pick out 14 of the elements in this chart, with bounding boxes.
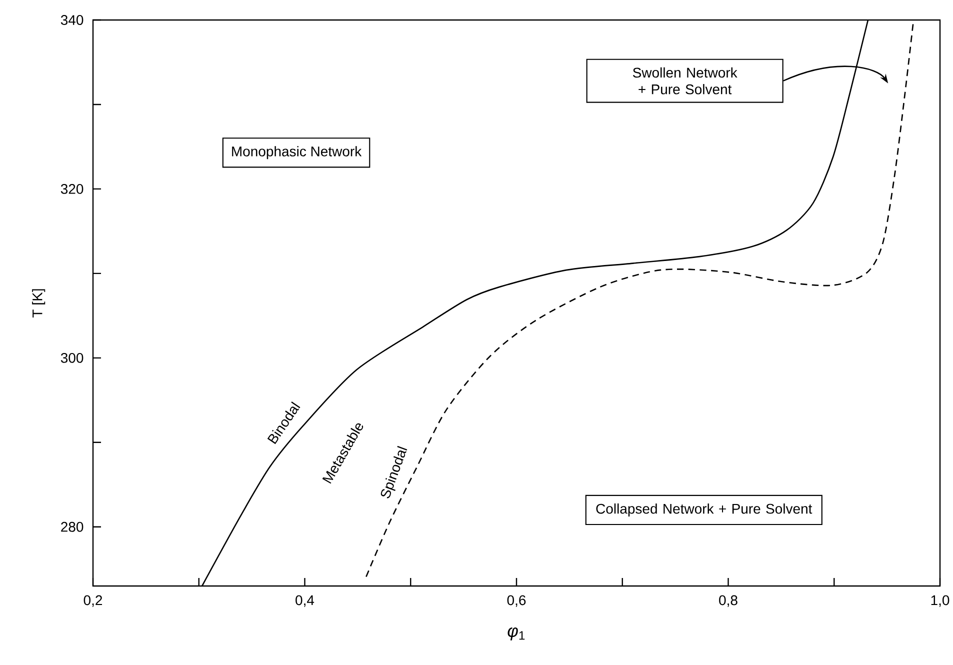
- x-axis-title: φ$_{1}$: [508, 627, 525, 640]
- x-tick-label: 0,6: [507, 595, 526, 607]
- y-tick-label: 280: [61, 522, 84, 532]
- y-axis-title: T [K]: [32, 289, 46, 318]
- annotation: Collapsed Network + Pure Solvent: [596, 503, 812, 516]
- x-tick-label: 1,0: [931, 595, 950, 607]
- y-tick-label: 300: [60, 352, 84, 363]
- y-tick-label: 340: [60, 15, 84, 25]
- y-tick-label: 320: [60, 184, 84, 194]
- x-tick-label: 0,4: [296, 595, 314, 607]
- annotation: Swollen Network + Pure Solvent: [632, 67, 738, 94]
- annotation: Monophasic Network: [232, 146, 362, 160]
- x-tick-label: 0,2: [84, 595, 102, 607]
- x-tick-label: 0,8: [719, 595, 738, 607]
